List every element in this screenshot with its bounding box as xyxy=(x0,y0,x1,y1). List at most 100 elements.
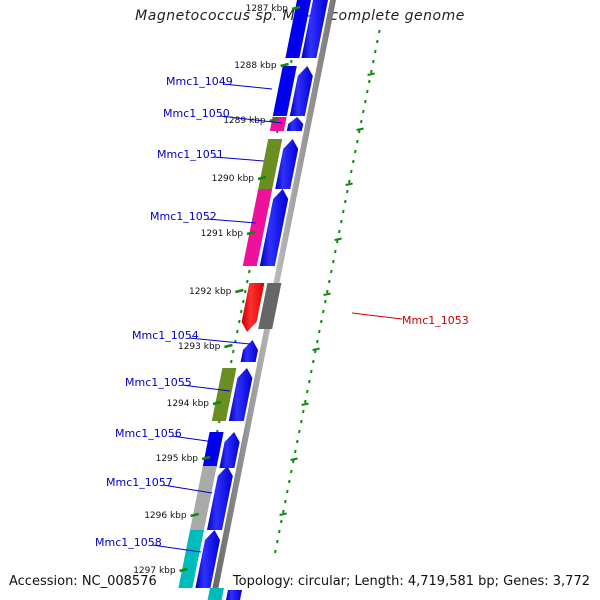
track-dot xyxy=(368,79,371,84)
kbp-tick xyxy=(201,455,211,461)
kbp-tick-label: 1287 kbp xyxy=(246,4,289,14)
track-dot xyxy=(338,229,341,234)
track-dot xyxy=(362,109,365,114)
track-dot xyxy=(376,39,379,44)
track-mark xyxy=(301,402,309,406)
gene-label: Mmc1_1051 xyxy=(157,148,224,161)
track-dot xyxy=(312,359,315,364)
gene-leader-line xyxy=(162,484,213,494)
cog-box xyxy=(242,189,273,266)
cog-box xyxy=(202,432,224,468)
cds-arrow xyxy=(289,66,313,116)
track-dot xyxy=(316,339,319,344)
gene-leader-line xyxy=(219,115,283,124)
gene-leader-line xyxy=(206,218,257,224)
kbp-tick xyxy=(257,175,267,181)
track-dot xyxy=(236,329,239,334)
kbp-tick xyxy=(190,512,199,518)
track-mark xyxy=(367,72,375,76)
track-dot xyxy=(342,209,345,214)
gene-leader-line xyxy=(171,435,222,444)
kbp-tick-label: 1288 kbp xyxy=(234,61,277,71)
track-dot xyxy=(344,199,347,204)
reverse-track-marks xyxy=(279,72,375,516)
gene-leader-line xyxy=(351,312,403,320)
cds-arrow xyxy=(301,0,328,58)
track-dot xyxy=(358,129,361,134)
gene-label: Mmc1_1056 xyxy=(115,427,182,440)
cds-arrow xyxy=(228,368,253,421)
kbp-tick xyxy=(179,567,188,573)
track-dot xyxy=(286,489,289,494)
track-dot xyxy=(284,499,287,504)
track-dot xyxy=(282,509,285,514)
track-dot xyxy=(246,279,249,284)
track-dot xyxy=(244,289,247,294)
track-dot xyxy=(314,349,317,354)
track-dot xyxy=(320,319,323,324)
track-dot xyxy=(336,239,339,244)
kbp-tick xyxy=(212,400,222,406)
cog-box xyxy=(207,588,224,600)
kbp-tick xyxy=(280,62,289,68)
track-dot xyxy=(360,119,363,124)
track-mark xyxy=(323,292,331,296)
track-dot xyxy=(306,389,309,394)
kbp-tick-label: 1296 kbp xyxy=(144,511,187,521)
kbp-tick-label: 1290 kbp xyxy=(212,174,255,184)
track-dot xyxy=(292,459,295,464)
track-dot xyxy=(290,469,293,474)
track-dot xyxy=(276,539,279,544)
gene-label: Mmc1_1054 xyxy=(132,329,199,342)
track-dot xyxy=(348,179,351,184)
cog-box xyxy=(211,368,237,421)
track-dot xyxy=(310,369,313,374)
gene-label: Mmc1_1050 xyxy=(163,107,230,120)
gene-label: Mmc1_1053 xyxy=(402,314,469,327)
track-dot xyxy=(274,549,277,554)
track-dot xyxy=(238,319,241,324)
cds-arrow xyxy=(275,139,299,189)
cog-box xyxy=(178,530,204,588)
track-dot xyxy=(330,269,333,274)
track-dot xyxy=(350,169,353,174)
track-dot xyxy=(232,349,235,354)
summary-text: Topology: circular; Length: 4,719,581 bp… xyxy=(232,574,590,589)
track-mark xyxy=(290,457,298,461)
kbp-tick-label: 1291 kbp xyxy=(201,229,244,239)
kbp-tick-label: 1297 kbp xyxy=(133,566,176,576)
track-dot xyxy=(308,379,311,384)
track-dot xyxy=(366,89,369,94)
kbp-tick xyxy=(269,117,278,123)
cds-arrow xyxy=(219,432,240,468)
track-dot xyxy=(352,159,355,164)
track-dot xyxy=(322,309,325,314)
gene-label: Mmc1_1057 xyxy=(106,476,173,489)
kbp-tick-label: 1295 kbp xyxy=(156,454,199,464)
track-dot xyxy=(334,249,337,254)
gene-label: Mmc1_1058 xyxy=(95,536,162,549)
track-mark xyxy=(345,182,353,186)
track-dot xyxy=(278,529,281,534)
cds-arrow xyxy=(195,530,220,588)
track-dot xyxy=(302,409,305,414)
track-mark xyxy=(312,347,320,351)
track-dot xyxy=(296,439,299,444)
track-dot xyxy=(290,59,293,64)
gene-label: Mmc1_1055 xyxy=(125,376,192,389)
track-dot xyxy=(370,69,373,74)
track-dot xyxy=(242,299,245,304)
cds-arrow-reverse xyxy=(241,283,265,332)
track-dot xyxy=(374,49,377,54)
gene-label: Mmc1_1049 xyxy=(166,75,233,88)
track-dot xyxy=(294,449,297,454)
gene-leader-line xyxy=(181,384,231,392)
accession-text: Accession: NC_008576 xyxy=(9,574,157,589)
track-dot xyxy=(372,59,375,64)
cog-box xyxy=(285,0,311,58)
track-mark xyxy=(279,512,287,516)
track-dot xyxy=(248,269,251,274)
track-dot xyxy=(364,99,367,104)
kbp-tick xyxy=(224,343,233,349)
